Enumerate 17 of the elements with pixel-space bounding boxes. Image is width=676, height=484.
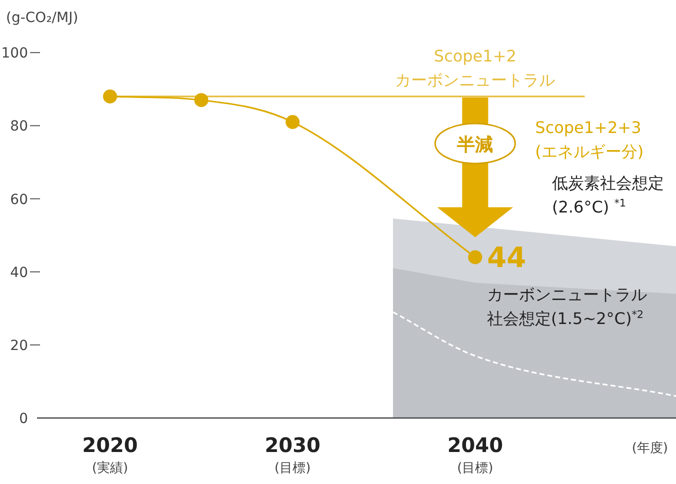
annotation: 半減 <box>456 134 494 156</box>
y-tick-label: 80 <box>10 118 28 135</box>
y-tick-label: 60 <box>10 192 28 208</box>
y-axis-title: (g-CO₂/MJ) <box>6 10 78 26</box>
x-tick-label: 2030 (目標) <box>264 433 320 476</box>
series-label: Scope1+2 カーボンニュートラル <box>395 46 556 90</box>
x-tick-label: 2020 (実績) <box>82 433 138 476</box>
text: Scope1+2+3 (エネルギー分) <box>535 118 644 162</box>
y-tick-label: 0 <box>19 411 28 427</box>
series-label: カーボンニュートラル社会想定(1.5~2°C)$^{*2}$ <box>487 285 648 328</box>
y-tick-label: 100 <box>1 46 28 62</box>
x-axis-title: (年度) <box>632 440 668 456</box>
data-label: 44 <box>487 241 526 274</box>
x-tick-label: 2040 (目標) <box>447 433 504 476</box>
y-tick-label: 20 <box>10 338 28 354</box>
series-label: 低炭素社会想定 (2.6°C) $^{*1}$ <box>552 173 664 216</box>
y-tick-label: 40 <box>10 264 28 281</box>
